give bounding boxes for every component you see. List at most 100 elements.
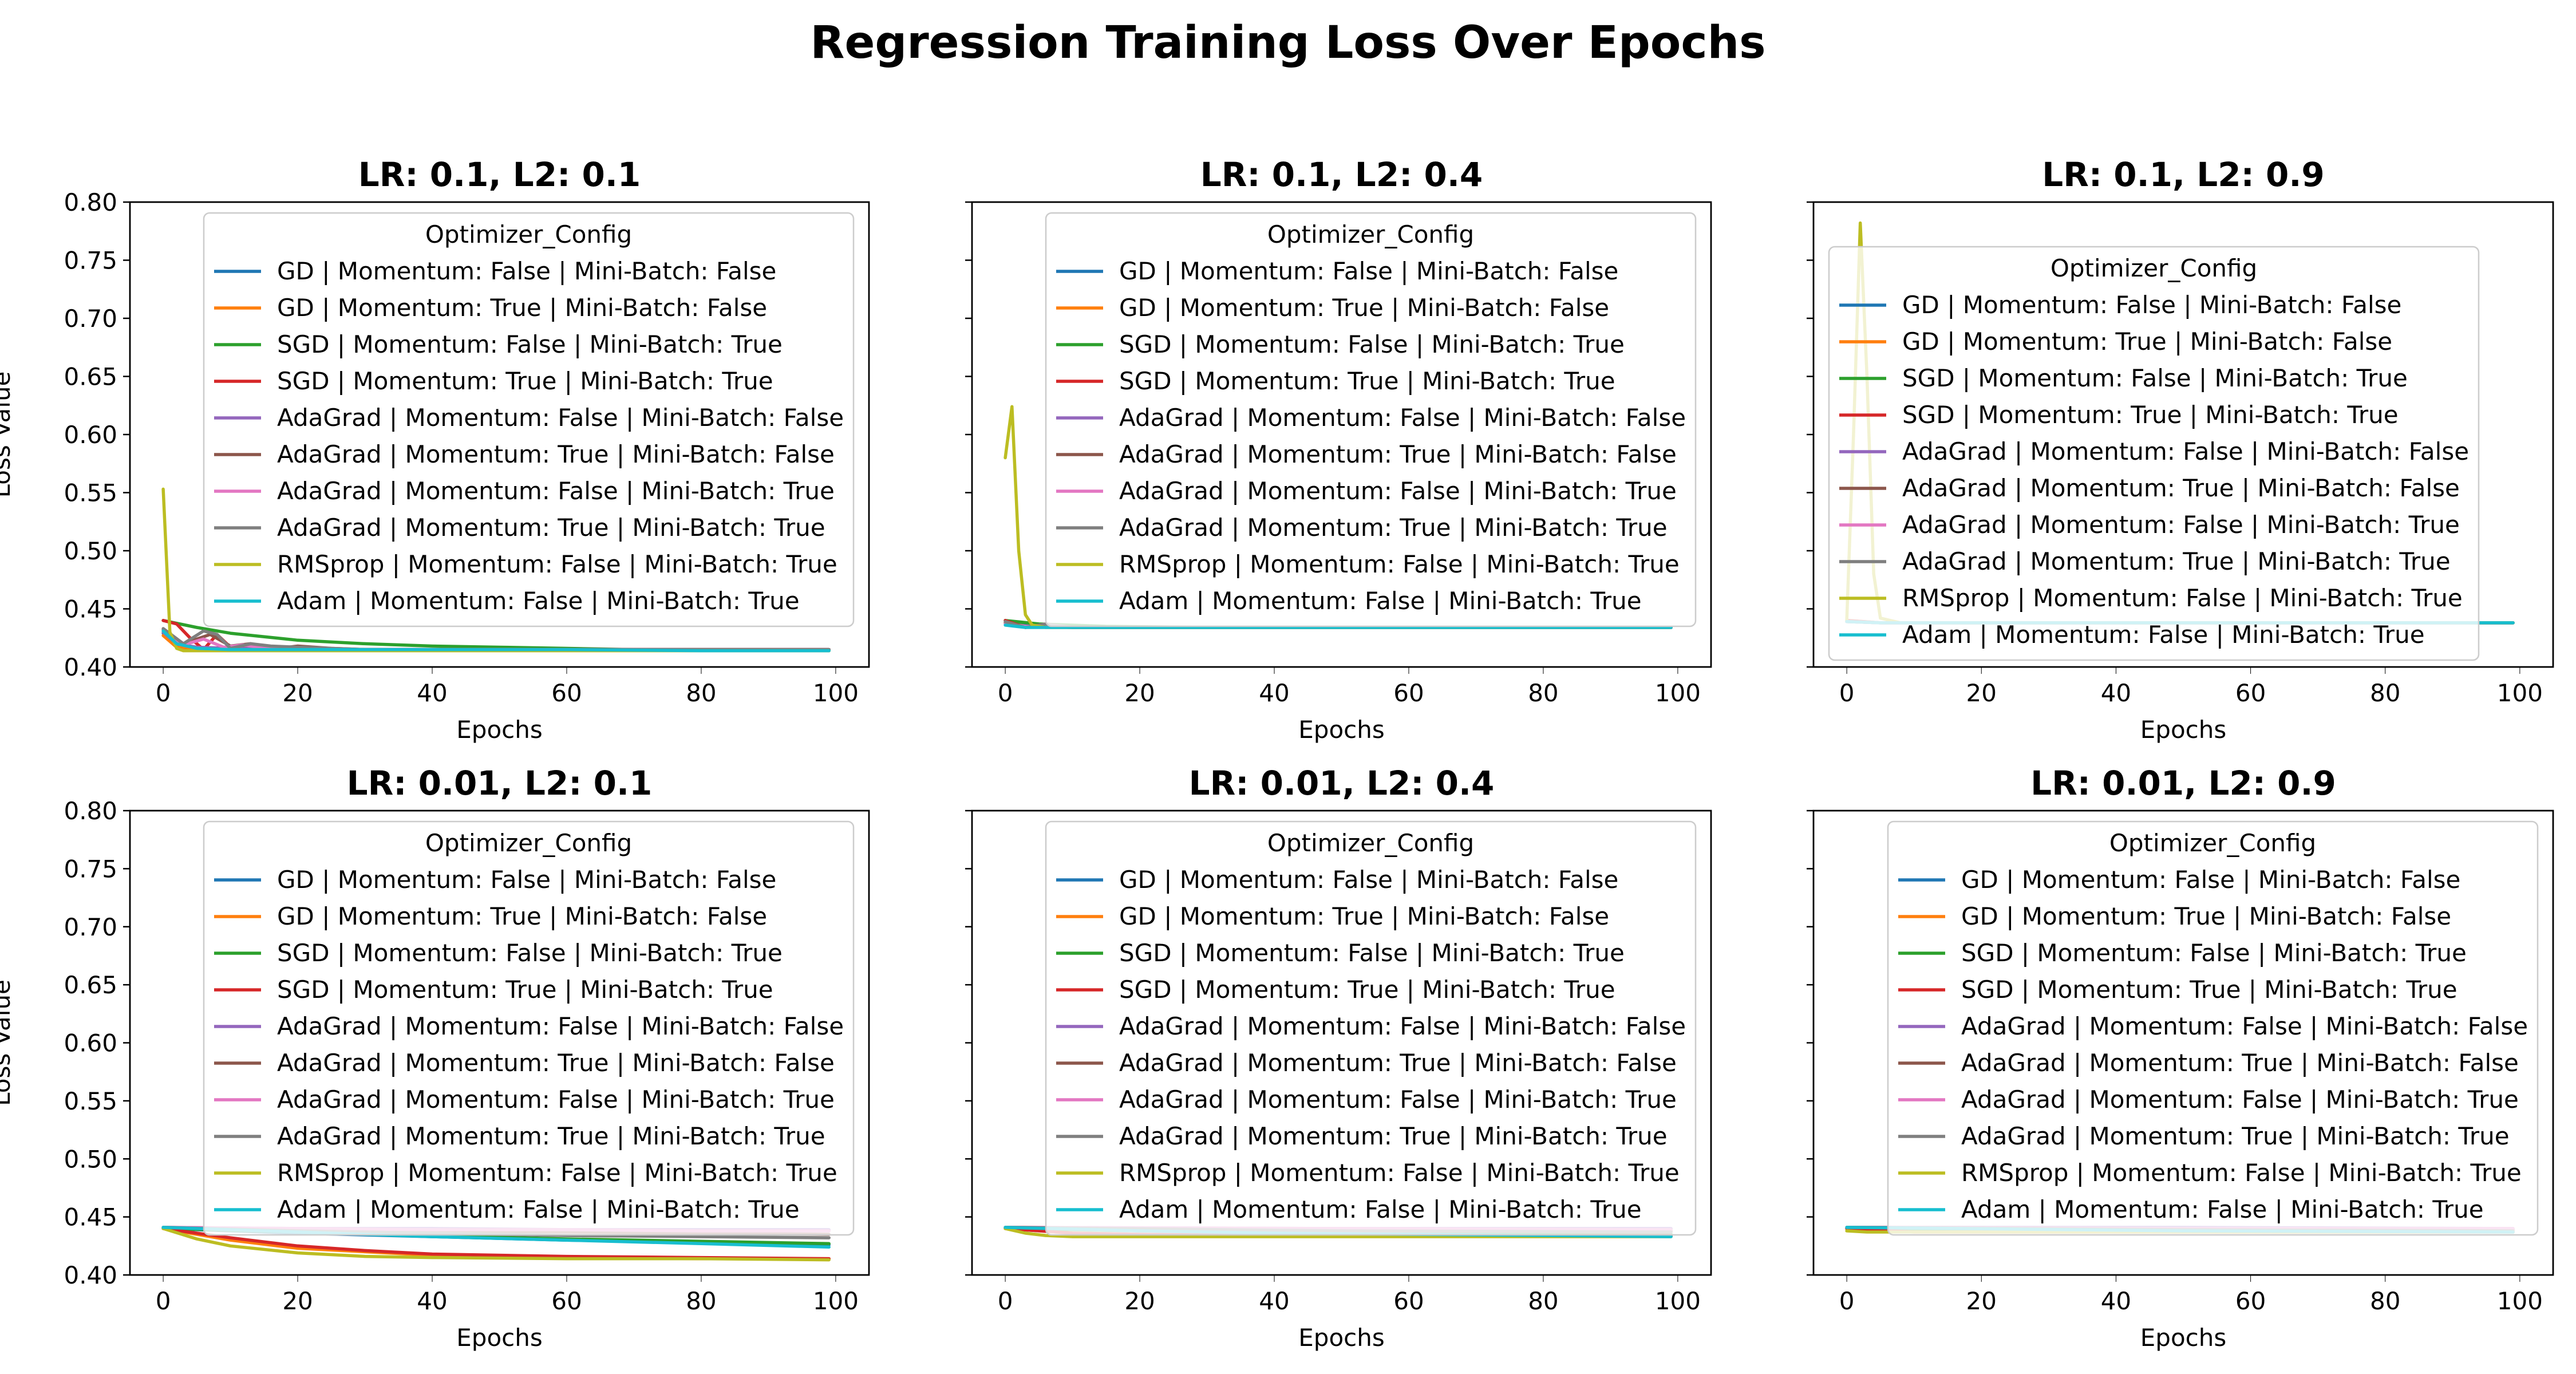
legend-entry: AdaGrad | Momentum: False | Mini-Batch: …	[1119, 404, 1686, 432]
y-tick-label: 0.75	[64, 247, 117, 275]
legend-entry: AdaGrad | Momentum: False | Mini-Batch: …	[1902, 511, 2460, 539]
legend-entry: GD | Momentum: True | Mini-Batch: False	[1902, 327, 2392, 356]
legend-entry: SGD | Momentum: False | Mini-Batch: True	[1902, 364, 2408, 392]
legend-entry: RMSprop | Momentum: False | Mini-Batch: …	[1961, 1159, 2522, 1187]
legend-entry: Adam | Momentum: False | Mini-Batch: Tru…	[277, 587, 800, 615]
legend: Optimizer_Config GD | Momentum: False | M…	[203, 820, 855, 1236]
series-line	[1003, 1227, 1673, 1238]
x-tick-label: 40	[2101, 679, 2131, 707]
x-tick-label: 100	[813, 1287, 859, 1315]
x-tick-label: 60	[551, 1287, 582, 1315]
legend-entry: RMSprop | Momentum: False | Mini-Batch: …	[1119, 1159, 1680, 1187]
y-tick-label: 0.80	[64, 797, 117, 825]
y-axis-label: Loss Value	[0, 372, 15, 498]
x-tick-label: 80	[1528, 679, 1558, 707]
legend-entry: AdaGrad | Momentum: False | Mini-Batch: …	[277, 1012, 844, 1040]
x-tick-label: 40	[2101, 1287, 2131, 1315]
x-tick-label: 20	[1124, 679, 1155, 707]
legend-entry: SGD | Momentum: False | Mini-Batch: True	[277, 330, 783, 358]
x-tick-label: 40	[417, 1287, 447, 1315]
legend-box	[1045, 820, 1697, 1236]
x-tick-label: 80	[1528, 1287, 1558, 1315]
legend-entry: GD | Momentum: True | Mini-Batch: False	[277, 294, 767, 322]
x-axis-label: Epochs	[1298, 1324, 1385, 1352]
y-axis-label: Loss Value	[0, 980, 15, 1106]
series-line	[161, 629, 831, 653]
y-tick-label: 0.55	[64, 479, 117, 507]
legend-box	[1828, 246, 2480, 661]
legend: Optimizer_Config GD | Momentum: False | M…	[1045, 212, 1697, 627]
legend-entry: AdaGrad | Momentum: True | Mini-Batch: F…	[1961, 1049, 2519, 1077]
legend-entry: GD | Momentum: True | Mini-Batch: False	[1961, 902, 2451, 930]
x-tick-label: 0	[156, 679, 171, 707]
legend-entry: Adam | Momentum: False | Mini-Batch: Tru…	[1119, 587, 1642, 615]
legend-entry: GD | Momentum: False | Mini-Batch: False	[277, 866, 776, 894]
legend-entry: RMSprop | Momentum: False | Mini-Batch: …	[1902, 584, 2463, 612]
x-tick-label: 80	[686, 1287, 716, 1315]
legend-entry: AdaGrad | Momentum: True | Mini-Batch: T…	[1902, 547, 2451, 575]
x-tick-label: 40	[1259, 1287, 1289, 1315]
x-tick-label: 100	[2497, 679, 2543, 707]
legend-entry: AdaGrad | Momentum: False | Mini-Batch: …	[277, 404, 844, 432]
legend-entry: Adam | Momentum: False | Mini-Batch: Tru…	[1119, 1195, 1642, 1223]
x-tick-label: 60	[1393, 1287, 1424, 1315]
legend-entry: AdaGrad | Momentum: False | Mini-Batch: …	[1961, 1085, 2519, 1114]
y-tick-label: 0.45	[64, 1203, 117, 1231]
subplot-1: 0 20 40 60 80 100 Epochs 0.40 0.45 0.50 0.55 0.60 0.…	[0, 155, 870, 744]
series-line	[161, 1227, 831, 1262]
legend-box	[203, 820, 855, 1236]
legend-box	[1045, 212, 1697, 627]
legend-entry: GD | Momentum: True | Mini-Batch: False	[277, 902, 767, 930]
x-tick-label: 80	[2370, 1287, 2400, 1315]
legend-entry: GD | Momentum: False | Mini-Batch: False	[1902, 291, 2401, 319]
legend-entry: GD | Momentum: False | Mini-Batch: False	[277, 257, 776, 285]
x-tick-label: 20	[1124, 1287, 1155, 1315]
legend: Optimizer_Config GD | Momentum: False | M…	[1828, 246, 2480, 661]
legend-title: Optimizer_Config	[1267, 220, 1474, 248]
legend-title: Optimizer_Config	[2050, 254, 2257, 282]
subplot-4: 0 20 40 60 80 100 Epochs 0.40 0.45 0.50 0.55 0.60 0.…	[0, 764, 870, 1352]
legend-box	[1887, 820, 2539, 1236]
series-group	[1003, 405, 1673, 629]
legend-entry: AdaGrad | Momentum: True | Mini-Batch: F…	[1119, 1049, 1677, 1077]
legend-entry: AdaGrad | Momentum: True | Mini-Batch: F…	[277, 440, 835, 468]
legend-title: Optimizer_Config	[425, 829, 632, 857]
legend-entry: SGD | Momentum: False | Mini-Batch: True	[277, 939, 783, 967]
legend: Optimizer_Config GD | Momentum: False | M…	[203, 212, 855, 627]
y-tick-label: 0.60	[64, 421, 117, 449]
subplot-title: LR: 0.01, L2: 0.4	[1189, 764, 1495, 803]
legend: Optimizer_Config GD | Momentum: False | M…	[1887, 820, 2539, 1236]
legend-entry: SGD | Momentum: True | Mini-Batch: True	[1119, 976, 1615, 1004]
x-tick-label: 60	[551, 679, 582, 707]
x-axis-label: Epochs	[2140, 716, 2227, 744]
subplot-title: LR: 0.1, L2: 0.4	[1200, 155, 1483, 194]
legend-title: Optimizer_Config	[1267, 829, 1474, 857]
subplot-title: LR: 0.01, L2: 0.1	[347, 764, 653, 803]
x-tick-label: 100	[813, 679, 859, 707]
legend-entry: SGD | Momentum: True | Mini-Batch: True	[277, 976, 773, 1004]
y-tick-label: 0.70	[64, 305, 117, 333]
x-tick-label: 20	[1966, 1287, 1997, 1315]
x-tick-label: 60	[1393, 679, 1424, 707]
x-axis-label: Epochs	[2140, 1324, 2227, 1352]
y-tick-label: 0.50	[64, 537, 117, 565]
legend-entry: GD | Momentum: True | Mini-Batch: False	[1119, 294, 1609, 322]
legend-entry: AdaGrad | Momentum: False | Mini-Batch: …	[277, 1085, 835, 1114]
legend-entry: SGD | Momentum: True | Mini-Batch: True	[1961, 976, 2458, 1004]
legend: Optimizer_Config GD | Momentum: False | M…	[1045, 820, 1697, 1236]
legend-entry: SGD | Momentum: True | Mini-Batch: True	[1119, 367, 1615, 395]
legend-entry: AdaGrad | Momentum: False | Mini-Batch: …	[277, 477, 835, 505]
legend-entry: AdaGrad | Momentum: True | Mini-Batch: F…	[1119, 440, 1677, 468]
legend-entry: AdaGrad | Momentum: True | Mini-Batch: T…	[277, 514, 825, 542]
subplot-2: 0 20 40 60 80 100 Epochs LR: 0.1, L2: 0.4 Optimi…	[965, 155, 1712, 744]
y-tick-label: 0.65	[64, 363, 117, 391]
x-tick-label: 80	[2370, 679, 2400, 707]
x-tick-label: 20	[282, 679, 313, 707]
x-tick-label: 0	[156, 1287, 171, 1315]
legend-entry: Adam | Momentum: False | Mini-Batch: Tru…	[1961, 1195, 2484, 1223]
legend-entry: AdaGrad | Momentum: True | Mini-Batch: T…	[1961, 1122, 2510, 1150]
x-tick-label: 100	[1655, 679, 1701, 707]
x-tick-label: 40	[417, 679, 447, 707]
y-tick-label: 0.50	[64, 1145, 117, 1173]
